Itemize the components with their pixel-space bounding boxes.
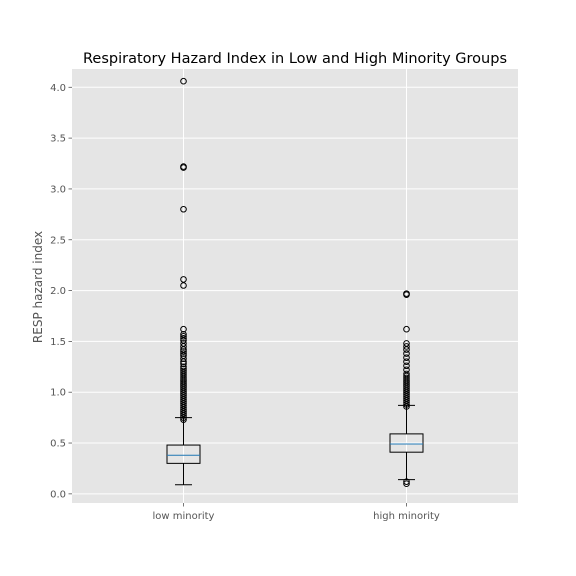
- y-tick-label: 3.5: [50, 134, 66, 145]
- y-tick-label: 2.5: [50, 235, 66, 246]
- outlier-point: [180, 365, 187, 373]
- outlier-point: [403, 350, 410, 357]
- y-tick-label: 0.5: [50, 439, 66, 450]
- outlier-point: [403, 325, 410, 333]
- outlier-point: [180, 205, 187, 213]
- outlier-point: [180, 363, 187, 371]
- x-tick-label: low minority: [153, 511, 215, 522]
- outlier-point: [180, 350, 187, 357]
- outlier-point: [180, 348, 187, 355]
- y-tick-label: 3.0: [50, 184, 66, 195]
- y-tick-label: 0.0: [50, 489, 66, 500]
- outlier-point: [403, 358, 410, 366]
- chart-title: Respiratory Hazard Index in Low and High…: [83, 51, 507, 67]
- outlier-point: [180, 163, 187, 170]
- outlier-point: [180, 340, 187, 347]
- outlier-point: [180, 276, 187, 283]
- outlier-point: [403, 362, 410, 370]
- outlier-point: [403, 366, 410, 374]
- outlier-point: [403, 340, 410, 347]
- y-tick-label: 4.0: [50, 83, 66, 94]
- outlier-point: [180, 335, 187, 342]
- outlier-point: [403, 478, 410, 485]
- outlier-point: [180, 330, 187, 338]
- outlier-point: [180, 325, 187, 333]
- outlier-point: [403, 290, 410, 297]
- box: [166, 444, 201, 464]
- y-ticks: 0.0 0.5 1.0 1.5 2.0 2.5 3.0 3.5 4.0: [50, 83, 72, 500]
- outlier-point: [403, 374, 410, 382]
- outliers: [180, 77, 410, 487]
- x-tick-label: high minority: [373, 511, 440, 522]
- outlier-point: [180, 333, 187, 340]
- outlier-point: [180, 77, 187, 85]
- outlier-point: [403, 480, 410, 487]
- y-tick-label: 1.5: [50, 337, 66, 348]
- outlier-point: [403, 370, 410, 378]
- outlier-point: [180, 360, 187, 368]
- outlier-point: [403, 354, 410, 361]
- box: [389, 433, 424, 453]
- outlier-point: [180, 367, 187, 375]
- y-tick-label: 2.0: [50, 286, 66, 297]
- y-axis-title: RESP hazard index: [31, 231, 45, 343]
- outlier-point: [180, 355, 187, 362]
- plot-area: [72, 69, 518, 503]
- outlier-point: [403, 343, 410, 350]
- x-ticks: low minority high minority: [153, 503, 440, 522]
- y-tick-label: 1.0: [50, 388, 66, 399]
